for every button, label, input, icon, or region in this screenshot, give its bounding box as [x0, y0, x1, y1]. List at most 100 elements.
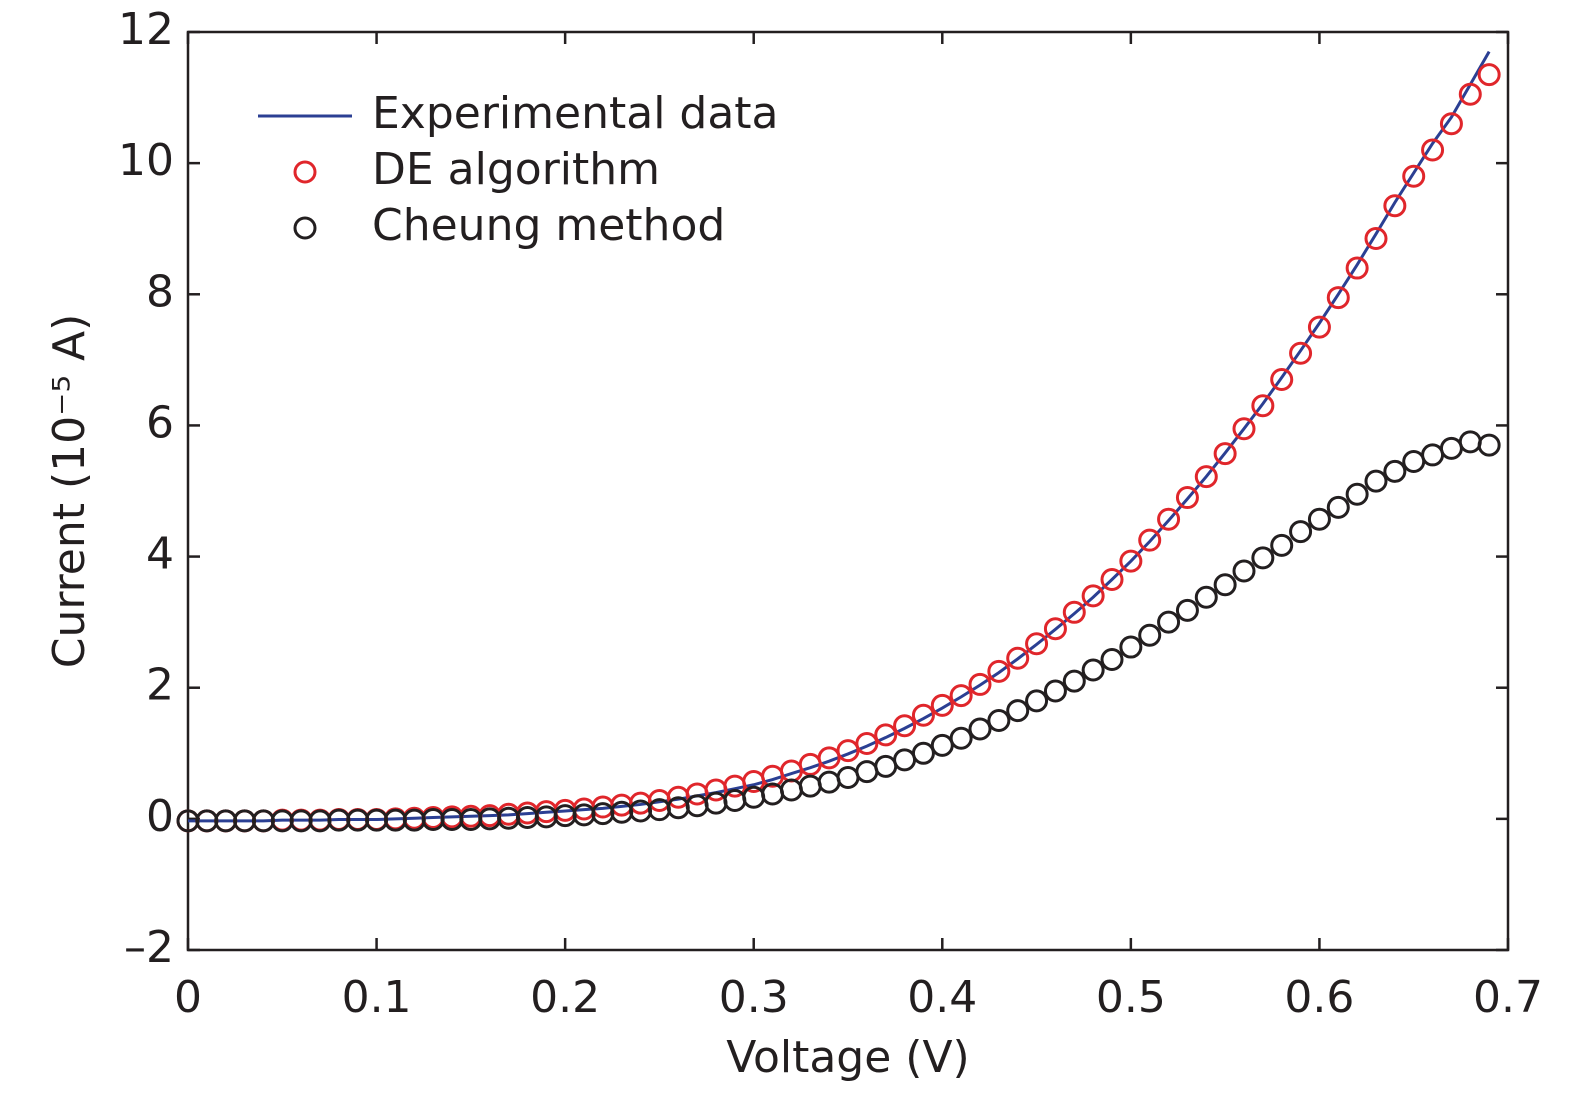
data-point — [1213, 442, 1237, 466]
data-point — [1421, 138, 1445, 162]
data-point — [685, 794, 709, 818]
data-point — [798, 774, 822, 798]
data-point — [1251, 546, 1275, 570]
data-point — [874, 754, 898, 778]
data-point — [1289, 341, 1313, 365]
data-point — [1307, 315, 1331, 339]
data-point — [1364, 227, 1388, 251]
y-tick-label: 10 — [118, 135, 174, 186]
y-tick-label: 6 — [146, 397, 174, 448]
data-point — [1100, 648, 1124, 672]
x-tick-label: 0.1 — [342, 972, 412, 1023]
x-tick-label: 0.5 — [1096, 972, 1166, 1023]
y-tick-label: 8 — [146, 266, 174, 317]
data-point — [1326, 286, 1350, 310]
data-point — [1458, 82, 1482, 106]
x-tick-label: 0 — [174, 972, 202, 1023]
data-point — [1043, 679, 1067, 703]
x-tick-label: 0.4 — [907, 972, 977, 1023]
x-tick-label: 0.3 — [719, 972, 789, 1023]
data-point — [1383, 194, 1407, 218]
data-point — [1213, 573, 1237, 597]
data-point — [779, 778, 803, 802]
data-point — [987, 709, 1011, 732]
data-point — [1025, 689, 1049, 713]
data-point — [836, 766, 860, 790]
data-point — [1326, 495, 1350, 519]
x-tick-label: 0.7 — [1473, 972, 1543, 1023]
data-point — [1119, 549, 1143, 573]
data-point — [968, 672, 992, 696]
legend-label: Cheung method — [372, 200, 725, 251]
legend-swatch — [293, 160, 317, 184]
y-axis-label: Current (10⁻⁵ A) — [44, 314, 95, 669]
data-point — [1175, 486, 1199, 510]
data-point — [1062, 600, 1086, 624]
data-point — [1194, 585, 1218, 609]
y-tick-label: –2 — [124, 922, 174, 973]
data-point — [855, 731, 879, 755]
data-point — [1402, 164, 1426, 188]
data-point — [949, 726, 973, 750]
data-point — [930, 733, 954, 757]
data-point — [1157, 610, 1181, 634]
data-point — [704, 791, 728, 815]
data-point — [1025, 632, 1049, 656]
data-point — [911, 741, 935, 765]
data-point — [817, 770, 841, 794]
x-axis-label: Voltage (V) — [726, 1032, 969, 1083]
data-point — [1157, 507, 1181, 531]
data-point — [893, 714, 917, 738]
data-point — [949, 684, 973, 708]
legend-label: DE algorithm — [372, 144, 660, 195]
data-point — [1345, 256, 1369, 280]
x-tick-label: 0.6 — [1284, 972, 1354, 1023]
data-point — [1081, 658, 1105, 682]
data-point — [1232, 417, 1256, 441]
data-point — [1062, 669, 1086, 693]
data-point — [1383, 459, 1407, 483]
data-point — [1251, 394, 1275, 418]
data-point — [987, 659, 1011, 683]
data-point — [1270, 533, 1294, 557]
data-point — [1439, 436, 1463, 460]
data-point — [1402, 449, 1426, 473]
data-point — [1006, 646, 1030, 670]
data-point — [1232, 559, 1256, 583]
data-point — [1307, 507, 1331, 531]
data-point — [1175, 598, 1199, 622]
data-point — [1458, 430, 1482, 454]
data-point — [1006, 699, 1030, 723]
data-point — [1421, 443, 1445, 467]
data-point — [893, 748, 917, 772]
data-point — [911, 703, 935, 727]
y-tick-label: 2 — [146, 660, 174, 711]
y-tick-label: 4 — [146, 529, 174, 580]
data-point — [515, 806, 539, 830]
data-point — [1194, 465, 1218, 489]
plot-frame — [186, 30, 1510, 952]
y-tick-label: 0 — [146, 791, 174, 842]
data-point — [968, 717, 992, 741]
data-point — [874, 723, 898, 747]
data-point — [1477, 433, 1501, 457]
data-point — [1138, 528, 1162, 552]
y-tick-label: 12 — [118, 4, 174, 55]
data-point — [1043, 617, 1067, 641]
data-point — [1138, 623, 1162, 647]
data-point — [855, 760, 879, 784]
legend-label: Experimental data — [372, 88, 779, 139]
data-point — [930, 693, 954, 717]
x-tick-label: 0.2 — [530, 972, 600, 1023]
data-point — [1270, 368, 1294, 392]
data-point — [1119, 635, 1143, 659]
data-point — [1345, 482, 1369, 506]
data-point — [1081, 584, 1105, 608]
legend-swatch — [293, 216, 317, 240]
data-point — [1439, 112, 1463, 136]
data-point — [1100, 568, 1124, 592]
data-point — [723, 788, 747, 812]
data-point — [1289, 520, 1313, 544]
data-point — [1364, 469, 1388, 493]
